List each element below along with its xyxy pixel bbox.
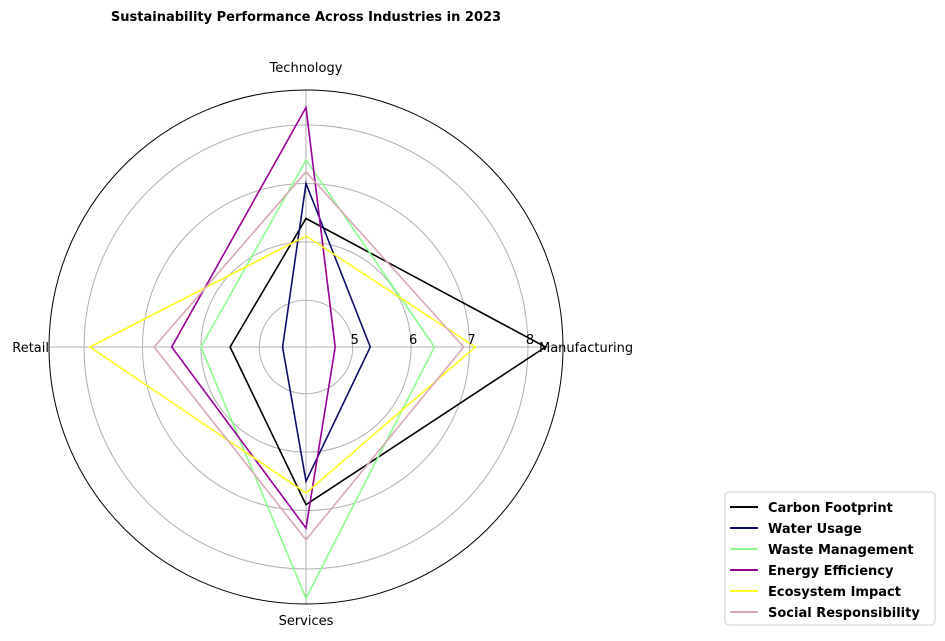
outer-frame bbox=[48, 89, 564, 605]
category-label-technology: Technology bbox=[269, 61, 343, 76]
legend-label-waste-management: Waste Management bbox=[768, 543, 914, 558]
radar-labels: 5 6 7 8 Manufacturing Technology Retail Service… bbox=[12, 61, 633, 629]
legend-label-energy-efficiency: Energy Efficiency bbox=[768, 564, 894, 579]
category-label-retail: Retail bbox=[12, 341, 49, 356]
series-line-water-usage bbox=[281, 180, 372, 484]
series-line-social-responsibility bbox=[153, 170, 465, 542]
tick-label: 6 bbox=[409, 333, 417, 348]
legend-label-ecosystem-impact: Ecosystem Impact bbox=[768, 585, 901, 600]
tick-label: 5 bbox=[351, 333, 359, 348]
series-line-ecosystem-impact bbox=[88, 235, 477, 495]
chart-title: Sustainability Performance Across Indust… bbox=[111, 10, 501, 25]
series-line-energy-efficiency bbox=[170, 104, 337, 531]
category-label-services: Services bbox=[279, 614, 334, 629]
tick-label: 8 bbox=[526, 333, 534, 348]
radar-grid bbox=[48, 89, 564, 605]
legend: Carbon Footprint Water Usage Waste Managem… bbox=[724, 491, 936, 626]
legend-label-water-usage: Water Usage bbox=[768, 522, 862, 537]
series-line-waste-management bbox=[200, 158, 436, 601]
category-label-manufacturing: Manufacturing bbox=[539, 341, 633, 356]
legend-label-carbon-footprint: Carbon Footprint bbox=[768, 501, 893, 516]
series-line-carbon-footprint bbox=[229, 217, 548, 506]
legend-box bbox=[724, 491, 936, 626]
tick-label: 7 bbox=[467, 333, 475, 348]
radar-series bbox=[88, 104, 548, 601]
legend-label-social-responsibility: Social Responsibility bbox=[768, 606, 920, 621]
